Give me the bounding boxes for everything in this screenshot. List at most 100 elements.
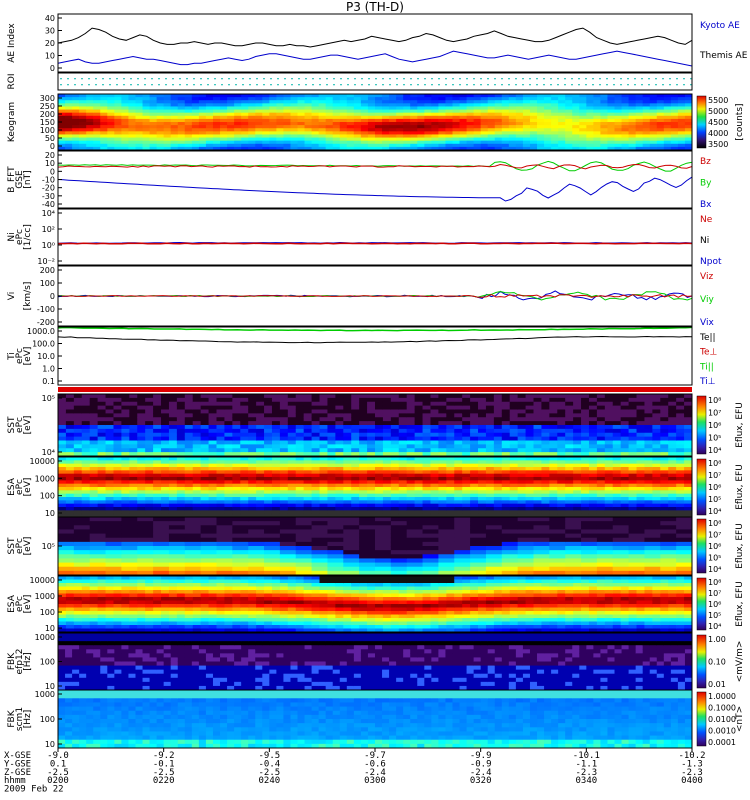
spectrogram-cell	[446, 433, 454, 437]
keogram-cell	[495, 113, 503, 117]
keogram-cell	[143, 125, 151, 129]
spectrogram-cell	[193, 474, 201, 478]
spectrogram-cell	[423, 460, 431, 464]
spectrogram-cell	[82, 406, 90, 410]
keogram-cell	[227, 116, 235, 120]
spectrogram-cell	[296, 470, 304, 474]
keogram-cell	[509, 113, 517, 117]
spectrogram-cell	[74, 421, 82, 425]
spectrogram-cell	[74, 490, 82, 494]
keogram-cell	[213, 100, 221, 104]
spectrogram-cell	[296, 413, 304, 417]
keogram-cell	[150, 100, 158, 104]
spectrogram-cell	[169, 525, 185, 530]
keogram-cell	[354, 128, 362, 132]
keogram-cell	[410, 141, 418, 145]
spectrogram-cell	[272, 510, 280, 514]
spectrogram-cell	[121, 529, 137, 534]
keogram-cell	[593, 128, 601, 132]
spectrogram-cell	[82, 425, 90, 429]
roi-mark	[186, 84, 188, 85]
spectrogram-cell	[549, 433, 557, 437]
keogram-cell	[206, 97, 214, 101]
keogram-cell	[312, 113, 320, 117]
keogram-cell	[340, 116, 348, 120]
spectrogram-cell	[201, 433, 209, 437]
spectrogram-cell	[367, 417, 375, 421]
spectrogram-cell	[407, 480, 415, 484]
keogram-cell	[452, 110, 460, 114]
spectrogram-cell	[454, 410, 462, 414]
spectrogram-cell	[351, 425, 359, 429]
keogram-cell	[396, 119, 404, 123]
spectrogram-cell	[312, 504, 320, 508]
keogram-cell	[157, 103, 165, 107]
spectrogram-cell	[470, 413, 478, 417]
keogram-cell	[460, 103, 468, 107]
keogram-cell	[220, 128, 228, 132]
spectrogram-cell	[494, 398, 502, 402]
spectrogram-cell	[343, 448, 351, 452]
spectrogram-cell	[383, 413, 391, 417]
spectrogram-cell	[676, 444, 684, 448]
spectrogram-cell	[510, 444, 518, 448]
spectrogram-cell	[462, 484, 470, 488]
spectrogram-cell	[510, 474, 518, 478]
keogram-cell	[544, 110, 552, 114]
spectrogram-cell	[613, 470, 621, 474]
spectrogram-cell	[304, 487, 312, 491]
keogram-cell	[164, 138, 172, 142]
spectrogram-cell	[518, 504, 526, 508]
roi-mark	[634, 84, 636, 85]
spectrogram-cell	[264, 484, 272, 488]
keogram-cell	[593, 122, 601, 126]
spectrogram-cell	[668, 425, 676, 429]
keogram-cell	[206, 110, 214, 114]
spectrogram-cell	[113, 480, 121, 484]
keogram-cell	[255, 100, 263, 104]
spectrogram-cell	[589, 477, 597, 481]
spectrogram-cell	[280, 413, 288, 417]
keogram-cell	[234, 106, 242, 110]
spectrogram-cell	[660, 417, 668, 421]
spectrogram-cell	[454, 467, 462, 471]
spectrogram-cell	[652, 425, 660, 429]
keogram-cell	[558, 141, 566, 145]
spectrogram-cell	[312, 444, 320, 448]
colorbar-tick: 10⁸	[708, 459, 721, 468]
spectrogram-cell	[446, 467, 454, 471]
spectrogram-cell	[304, 480, 312, 484]
spectrogram-cell	[224, 448, 232, 452]
spectrogram-cell	[510, 437, 518, 441]
spectrogram-cell	[256, 497, 264, 501]
spectrogram-cell	[660, 406, 668, 410]
spectrogram-cell	[327, 441, 335, 445]
keogram-cell	[305, 131, 313, 135]
spectrogram-cell	[383, 444, 391, 448]
keogram-cell	[283, 125, 291, 129]
keogram-cell	[431, 113, 439, 117]
spectrogram-cell	[486, 484, 494, 488]
spectrogram-cell	[153, 437, 161, 441]
spectrogram-cell	[106, 437, 114, 441]
spectrogram-cell	[668, 494, 676, 498]
spectrogram-cell	[359, 480, 367, 484]
spectrogram-cell	[66, 474, 74, 478]
spectrogram-cell	[106, 510, 114, 514]
spectrogram-cell	[90, 437, 98, 441]
spectrogram-cell	[478, 510, 486, 514]
spectrogram-cell	[486, 474, 494, 478]
spectrogram-cell	[224, 437, 232, 441]
spectrogram-cell	[177, 467, 185, 471]
roi-mark	[88, 78, 90, 79]
spectrogram-cell	[248, 546, 264, 551]
spectrogram-cell	[478, 477, 486, 481]
spectrogram-cell	[557, 429, 565, 433]
spectrogram-cell	[224, 467, 232, 471]
keogram-cell	[276, 119, 284, 123]
keogram-cell	[262, 141, 270, 145]
keogram-cell	[572, 134, 580, 138]
keogram-cell	[135, 100, 143, 104]
keogram-cell	[650, 138, 658, 142]
keogram-cell	[629, 134, 637, 138]
